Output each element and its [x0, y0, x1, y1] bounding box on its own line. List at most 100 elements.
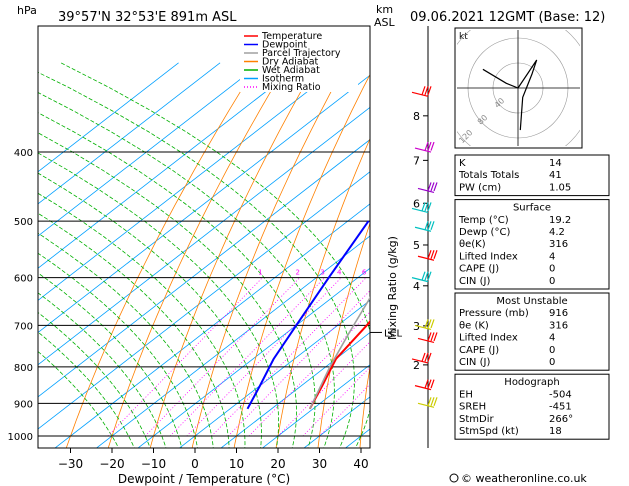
legend-label: Wet Adiabat — [262, 65, 320, 76]
x-tick-label: 40 — [353, 457, 368, 471]
mixing-ratio-line — [227, 290, 370, 437]
stats-row-label: CAPE (J) — [459, 264, 499, 275]
stats-row-label: StmDir — [459, 414, 494, 425]
wind-barb-flag — [427, 352, 432, 362]
wet-adiabat-line — [38, 232, 214, 448]
isotherm-line — [38, 62, 304, 269]
stats-row-value: 4.2 — [549, 227, 565, 238]
wind-barb-flag — [424, 141, 429, 151]
wind-barb — [411, 271, 432, 283]
wet-adiabat-line — [38, 172, 262, 448]
wind-barb-flag — [424, 86, 429, 96]
axes: 400 500 600 700 800 900 1000 −30 −20 −10 0 10 20 30 40… — [8, 110, 428, 486]
stats-row-value: 266° — [549, 414, 573, 425]
height-tick-label: 8 — [413, 110, 420, 123]
wet-adiabat-line — [38, 71, 355, 448]
stats-row-label: CAPE (J) — [459, 345, 499, 356]
pressure-tick-label: 700 — [14, 321, 33, 332]
stats-row-value: -504 — [549, 389, 572, 400]
stats-row-label: Dewp (°C) — [459, 227, 510, 238]
wind-barb — [414, 379, 435, 391]
stats-box — [454, 373, 610, 440]
stats-row-value: 4 — [549, 251, 555, 262]
stats-box-title: Most Unstable — [496, 296, 567, 307]
wind-barb-shaft — [411, 277, 429, 283]
stats-row-label: Temp (°C) — [458, 215, 509, 226]
stats-row-label: SREH — [459, 402, 486, 413]
stats-row-value: 4 — [549, 333, 555, 344]
x-tick-label: −20 — [99, 457, 124, 471]
dry-adiabat-line — [317, 221, 370, 448]
isotherm-line — [38, 62, 262, 237]
wind-barb — [411, 86, 432, 97]
series-temperature — [308, 320, 370, 410]
x-axis-label: Dewpoint / Temperature (°C) — [118, 472, 290, 486]
wet-adiabat-line — [38, 112, 316, 448]
wet-adiabat-line — [38, 192, 246, 448]
wet-adiabat-line — [38, 212, 230, 448]
height-tick-label: 5 — [413, 239, 420, 252]
mixing-ratio-label: 2 — [295, 269, 299, 277]
wind-barb-flag — [430, 379, 435, 389]
footer-credit: © weatheronline.co.uk — [461, 472, 587, 485]
wind-barb — [411, 352, 432, 364]
mixing-ratio-line — [248, 311, 370, 437]
stats-row-value: 14 — [549, 158, 562, 169]
dry-adiabat-line — [191, 62, 348, 448]
stats-row-label: StmSpd (kt) — [459, 426, 519, 437]
stats-row-label: CIN (J) — [459, 276, 490, 287]
wind-barb-flag — [427, 141, 432, 151]
stats-box — [454, 154, 610, 197]
dry-adiabat-line — [359, 364, 370, 448]
wind-barb-shaft — [417, 402, 435, 408]
wind-barb-flag — [427, 332, 432, 342]
stats-row-value: 1.05 — [549, 182, 571, 193]
series-dewpoint — [246, 220, 370, 410]
x-tick-label: 30 — [312, 457, 327, 471]
legend-box — [240, 30, 358, 92]
wind-barb-flag — [427, 397, 432, 407]
wind-barb-flag — [430, 250, 435, 259]
isotherm-line — [38, 106, 370, 366]
isotherm-line — [38, 171, 370, 430]
wind-barb-flag — [427, 271, 432, 281]
stats-row-value: 18 — [549, 426, 562, 437]
globe-icon — [449, 473, 459, 483]
stats-row-value: 0 — [549, 276, 555, 287]
wind-barb — [417, 250, 438, 261]
wind-barb-flag — [430, 141, 435, 151]
x-tick-label: 10 — [229, 457, 244, 471]
wind-barb-shaft — [414, 385, 432, 391]
pressure-tick-label: 600 — [14, 274, 33, 285]
hodograph-trace — [482, 59, 538, 131]
wet-adiabat-line — [38, 252, 198, 448]
height-tick-label: 2 — [413, 359, 420, 372]
wind-barb-shaft — [417, 255, 435, 261]
wind-barb-flag — [424, 352, 429, 362]
isotherm-line — [137, 267, 370, 448]
isotherm-line — [220, 332, 370, 448]
stats-box — [454, 292, 610, 371]
wind-barb-flag — [427, 221, 432, 230]
pressure-unit-label: hPa — [17, 4, 37, 17]
stats-row-label: Lifted Index — [459, 333, 518, 344]
hodograph-unit-label: kt — [459, 32, 468, 42]
wind-barb — [414, 141, 435, 153]
lcl-label: LCL — [384, 328, 403, 339]
x-tick-label: 20 — [270, 457, 285, 471]
wind-barb-shaft — [414, 324, 432, 331]
height-unit-label-2: ASL — [374, 16, 396, 29]
wind-barb — [417, 182, 438, 194]
wind-barb — [414, 319, 435, 331]
wind-barbs — [411, 86, 438, 408]
wind-barb — [417, 332, 438, 344]
stats-row-label: K — [459, 158, 466, 169]
wind-barb-flag — [430, 319, 435, 329]
location-label: 39°57'N 32°53'E 891m ASL — [58, 10, 237, 25]
stats-row-label: θe(K) — [459, 239, 486, 250]
mixing-ratio-line — [107, 277, 263, 437]
wet-adiabat-line — [38, 292, 167, 448]
stats-box — [454, 199, 610, 290]
